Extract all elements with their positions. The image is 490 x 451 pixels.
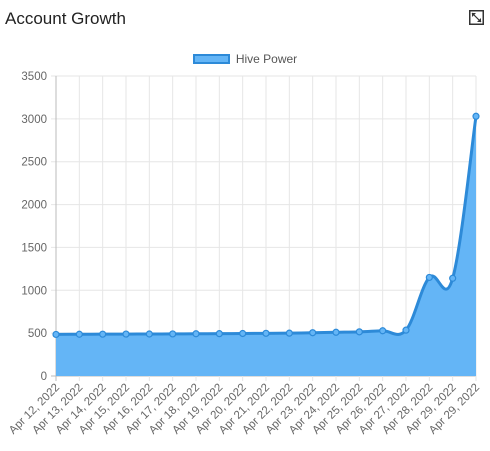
y-tick-label: 3000 [21,114,47,126]
points [52,112,480,339]
data-point[interactable] [402,326,410,334]
data-point[interactable] [99,330,107,338]
data-point[interactable] [145,330,153,338]
data-point[interactable] [239,329,247,338]
data-point[interactable] [169,330,177,338]
y-tick-label: 1500 [21,242,47,254]
data-point[interactable] [472,112,480,120]
data-point[interactable] [122,330,130,338]
data-point[interactable] [262,329,270,337]
y-tick-label: 2500 [21,157,47,169]
data-point[interactable] [75,330,83,338]
legend-swatch-hive-power [192,54,230,64]
expand-icon[interactable] [469,10,484,25]
data-point[interactable] [192,330,200,338]
y-tick-label: 2000 [21,200,47,212]
y-axis-ticks: 0 500 1000 1500 2000 2500 3000 3500 [21,71,47,383]
data-point[interactable] [355,328,363,336]
y-tick-label: 0 [41,371,47,383]
data-point[interactable] [215,330,223,338]
data-point[interactable] [449,274,457,282]
y-tick-label: 1000 [21,285,47,297]
data-point[interactable] [379,327,387,335]
y-tick-label: 500 [28,328,47,340]
data-point[interactable] [285,329,293,337]
data-point[interactable] [309,329,317,337]
legend-label-hive-power: Hive Power [235,52,298,66]
data-point[interactable] [425,273,433,282]
chart-legend[interactable]: Hive Power [0,50,490,68]
y-tick-label: 3500 [21,71,47,83]
series-area-hive-power [56,116,476,377]
card-title: Account Growth [5,9,126,28]
data-point[interactable] [332,328,340,336]
data-point[interactable] [52,330,60,339]
